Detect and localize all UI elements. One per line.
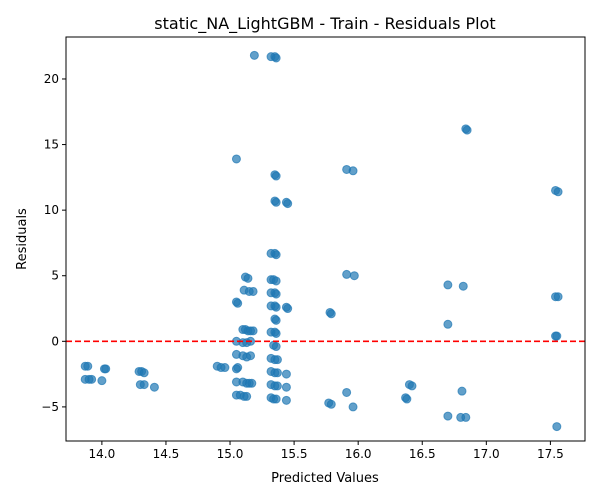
scatter-point (271, 328, 281, 338)
scatter-point (97, 376, 107, 386)
scatter-point (233, 298, 243, 308)
x-tick-label: 15.0 (217, 447, 244, 461)
scatter-point (281, 369, 291, 379)
x-tick-label: 14.5 (153, 447, 180, 461)
y-tick-label: 15 (44, 138, 59, 152)
scatter-point (283, 199, 293, 209)
x-tick-label: 16.0 (345, 447, 372, 461)
scatter-point (342, 269, 352, 279)
x-tick-label: 17.5 (537, 447, 564, 461)
x-axis-ticks: 14.0 14.5 15.0 15.5 16.0 16.5 17.0 17.5 (89, 441, 564, 461)
scatter-point (271, 315, 281, 325)
x-tick-label: 17.0 (473, 447, 500, 461)
plot-area-frame (65, 36, 586, 442)
scatter-point (242, 391, 252, 401)
scatter-point (139, 368, 149, 378)
x-tick-label: 15.5 (281, 447, 308, 461)
scatter-point (248, 326, 258, 336)
scatter-point (461, 412, 471, 422)
scatter-point (271, 171, 281, 181)
scatter-point (281, 382, 291, 392)
y-tick-label: 0 (51, 334, 59, 348)
scatter-point (139, 380, 149, 390)
scatter-point (271, 302, 281, 312)
scatter-point (271, 250, 281, 260)
scatter-point (443, 411, 453, 421)
scatter-point (462, 125, 472, 135)
scatter-point (101, 364, 111, 374)
scatter-point (231, 154, 241, 164)
scatter-point (281, 395, 291, 405)
scatter-point (243, 273, 253, 283)
y-tick-label: 5 (51, 269, 59, 283)
scatter-point (272, 381, 282, 391)
scatter-point (407, 381, 417, 391)
scatter-point (233, 363, 243, 373)
scatter-point (443, 319, 453, 329)
scatter-point (457, 386, 467, 396)
scatter-point (553, 187, 563, 197)
chart-title: static_NA_LightGBM - Train - Residuals P… (154, 14, 495, 34)
scatter-point (149, 382, 159, 392)
scatter-point (552, 422, 562, 432)
scatter-point (271, 53, 281, 63)
scatter-point (458, 281, 468, 291)
scatter-point (271, 197, 281, 207)
y-tick-label: −5 (41, 400, 59, 414)
scatter-point (272, 368, 282, 378)
scatter-point (271, 276, 281, 286)
scatter-point (249, 50, 259, 60)
scatter-point (248, 286, 258, 296)
scatter-point (271, 342, 281, 352)
y-tick-label: 20 (44, 72, 59, 86)
scatter-point (283, 304, 293, 314)
scatter-point (552, 331, 562, 341)
scatter-point (349, 271, 359, 281)
scatter-point (326, 309, 336, 319)
y-tick-label: 10 (44, 203, 59, 217)
scatter-point (220, 363, 230, 373)
scatter-point (246, 351, 256, 361)
scatter-point (553, 292, 563, 302)
scatter-point (87, 374, 97, 384)
scatter-point (342, 387, 352, 397)
scatter-point (83, 361, 93, 371)
scatter-point (271, 394, 281, 404)
points-layer (80, 50, 563, 432)
scatter-point (402, 394, 412, 404)
x-tick-label: 16.5 (409, 447, 436, 461)
scatter-point (326, 399, 336, 409)
scatter-point (271, 289, 281, 299)
y-axis-label: Residuals (15, 208, 30, 270)
x-tick-label: 14.0 (89, 447, 116, 461)
scatter-point (247, 378, 257, 388)
scatter-point (348, 166, 358, 176)
scatter-point (272, 355, 282, 365)
x-axis-label: Predicted Values (271, 471, 379, 486)
scatter-point (443, 280, 453, 290)
scatter-point (348, 402, 358, 412)
y-axis-ticks: −5 0 5 10 15 20 (41, 72, 66, 414)
